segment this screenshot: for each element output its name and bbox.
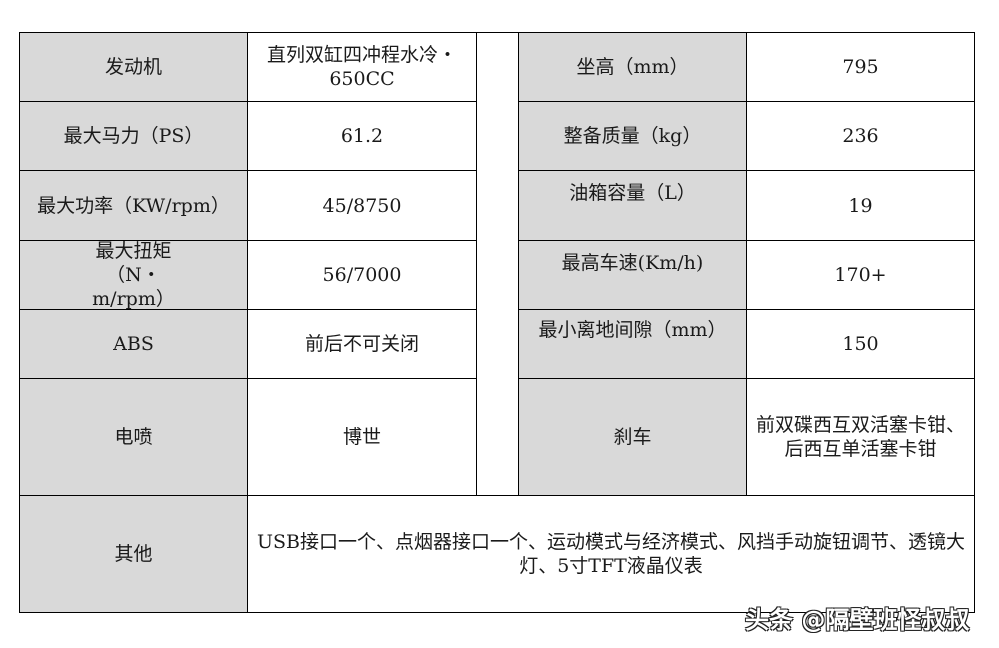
value-fuel-capacity: 19 <box>746 170 975 241</box>
value-engine: 直列双缸四冲程水冷・650CC <box>247 32 477 102</box>
value-curb-weight: 236 <box>746 101 975 171</box>
value-other: USB接口一个、点烟器接口一个、运动模式与经济模式、风挡手动旋钮调节、透镜大灯、… <box>247 495 975 613</box>
label-max-power: 最大功率（KW/rpm） <box>19 170 248 241</box>
value-max-torque: 56/7000 <box>247 240 477 310</box>
label-fuel-capacity: 油箱容量（L） <box>518 170 747 241</box>
value-max-hp: 61.2 <box>247 101 477 171</box>
label-max-hp: 最大马力（PS） <box>19 101 248 171</box>
value-max-power: 45/8750 <box>247 170 477 241</box>
value-seat-height: 795 <box>746 32 975 102</box>
label-other: 其他 <box>19 495 248 613</box>
value-abs: 前后不可关闭 <box>247 309 477 379</box>
label-ground-clearance: 最小离地间隙（mm） <box>518 309 747 379</box>
label-engine: 发动机 <box>19 32 248 102</box>
spacer-column <box>476 32 519 496</box>
label-abs: ABS <box>19 309 248 379</box>
label-seat-height: 坐高（mm） <box>518 32 747 102</box>
value-top-speed: 170+ <box>746 240 975 310</box>
label-max-torque: 最大扭矩（N・m/rpm） <box>19 240 248 310</box>
label-brakes: 刹车 <box>518 378 747 496</box>
watermark: 头条 @隔壁班怪叔叔 <box>745 606 970 634</box>
value-brakes: 前双碟西互双活塞卡钳、后西互单活塞卡钳 <box>746 378 975 496</box>
label-top-speed: 最高车速(Km/h) <box>518 240 747 310</box>
value-efi: 博世 <box>247 378 477 496</box>
label-efi: 电喷 <box>19 378 248 496</box>
label-curb-weight: 整备质量（kg） <box>518 101 747 171</box>
value-ground-clearance: 150 <box>746 309 975 379</box>
